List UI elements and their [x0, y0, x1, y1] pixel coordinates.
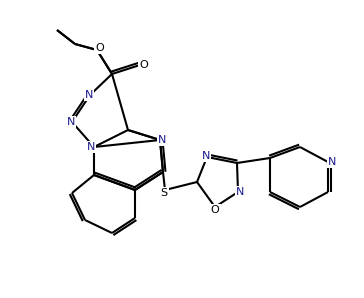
- Text: N: N: [328, 157, 336, 167]
- Text: O: O: [211, 205, 219, 215]
- Text: O: O: [140, 60, 149, 70]
- Text: N: N: [67, 117, 75, 127]
- Text: N: N: [158, 135, 166, 145]
- Text: N: N: [236, 187, 244, 197]
- Text: O: O: [96, 43, 104, 53]
- Text: S: S: [161, 188, 167, 198]
- Text: N: N: [202, 151, 210, 161]
- Text: N: N: [87, 142, 95, 152]
- Text: N: N: [85, 90, 93, 100]
